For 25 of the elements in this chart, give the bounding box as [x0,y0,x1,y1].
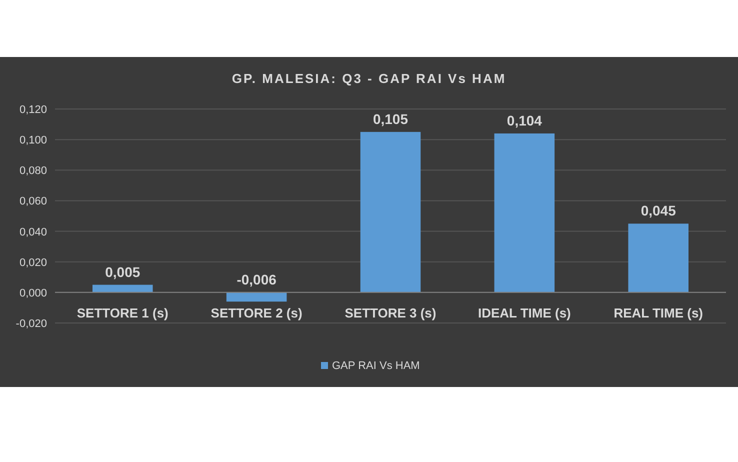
data-label: 0,105 [372,110,408,127]
chart-title: GP. MALESIA: Q3 - GAP RAI Vs HAM [232,71,506,86]
x-tick-label: SETTORE 3 (s) [344,305,436,320]
x-tick-label: REAL TIME (s) [614,305,704,320]
y-tick-label: 0,020 [19,256,47,269]
x-tick-label: SETTORE 2 (s) [210,305,302,320]
bar [360,132,421,292]
data-label: 0,005 [105,264,140,280]
bar [628,224,688,292]
bar [92,284,153,292]
y-tick-label: 0,040 [19,226,47,238]
y-tick-label: 0,120 [19,104,47,116]
y-tick-label: 0,000 [19,287,47,300]
x-tick-label: SETTORE 1 (s) [76,305,168,320]
y-tick-label: 0,080 [19,165,47,178]
y-tick-label: 0,100 [19,134,47,147]
y-tick-label: -0,020 [16,318,47,330]
data-label: 0,104 [506,112,542,128]
x-tick-label: IDEAL TIME (s) [478,305,571,320]
bar [494,133,555,292]
legend-label: GAP RAI Vs HAM [332,360,420,372]
data-label: 0,045 [640,202,676,219]
data-label: -0,006 [236,271,277,288]
bar [226,292,287,302]
y-tick-label: 0,060 [19,196,47,208]
